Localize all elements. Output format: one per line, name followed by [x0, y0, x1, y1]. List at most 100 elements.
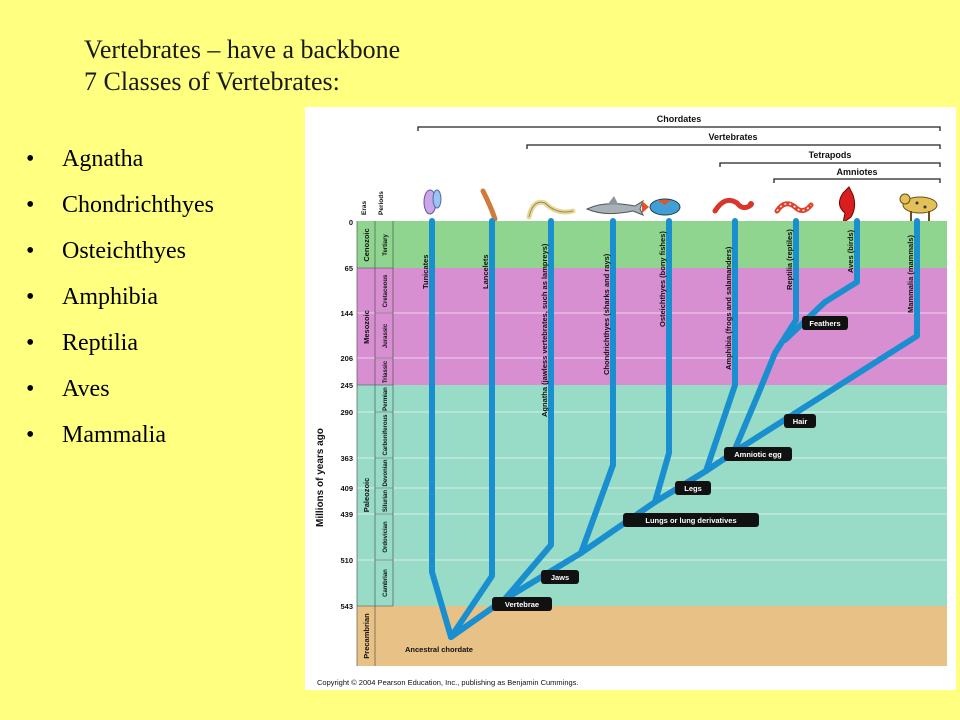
period-label: Devonian: [383, 459, 389, 486]
trait-lungs: Lungs or lung derivatives: [623, 513, 759, 527]
lancelet-icon: [480, 188, 498, 222]
age-tick: 290: [340, 408, 353, 417]
phylogeny-branches: [429, 218, 920, 640]
cardinal-icon: [839, 186, 856, 225]
taxon-label: Chondrichthyes (sharks and rays): [602, 253, 611, 375]
periods-header: Periods: [378, 191, 385, 215]
list-item: • Mammalia: [24, 412, 214, 458]
tetrapods-bracket: [719, 162, 941, 167]
branch-lancelets: [448, 218, 495, 640]
slide-title: Vertebrates – have a backbone 7 Classes …: [84, 34, 400, 98]
root-label: Ancestral chordate: [405, 645, 473, 654]
jaguar-icon: [899, 193, 938, 221]
age-tick: 409: [340, 484, 353, 493]
list-item: • Agnatha: [24, 136, 214, 182]
svg-text:Vertebrae: Vertebrae: [505, 600, 539, 609]
y-axis-label: Millions of years ago: [315, 428, 326, 527]
taxon-label: Tunicates: [421, 255, 430, 289]
trait-jaws: Jaws: [541, 570, 579, 584]
trait-legs: Legs: [675, 481, 711, 495]
branch-chondrichthyes: [578, 218, 616, 556]
eras-header: Eras: [361, 201, 368, 215]
title-line-1: Vertebrates – have a backbone: [84, 35, 401, 64]
svg-text:Feathers: Feathers: [809, 319, 840, 328]
chordates-label: Chordates: [657, 114, 702, 124]
age-tick: 0: [349, 218, 353, 227]
trait-feathers: Feathers: [802, 316, 848, 330]
tunicate-icon: [423, 189, 442, 215]
amniote-stem: [732, 350, 778, 452]
lamprey-icon: [526, 199, 576, 220]
vertebrates-label: Vertebrates: [708, 132, 757, 142]
branch-agnatha: [502, 218, 554, 602]
branch-mammalia: [742, 218, 920, 448]
bullet-icon: •: [26, 146, 35, 172]
age-tick: 439: [340, 510, 353, 519]
age-tick: 510: [340, 556, 353, 565]
age-tick: 65: [345, 264, 353, 273]
period-label: Jurassic: [383, 323, 389, 348]
taxon-label: Lancelets: [481, 254, 490, 289]
bullet-icon: •: [26, 284, 35, 310]
age-tick: 543: [340, 602, 353, 611]
class-list: • Agnatha • Chondrichthyes • Osteichthyes •…: [24, 136, 214, 458]
list-item: • Aves: [24, 366, 214, 412]
list-item: • Chondrichthyes: [24, 182, 214, 228]
branch-tunicates: [429, 218, 454, 640]
branch-amphibia: [703, 218, 738, 474]
taxon-label: Reptilia (reptiles): [785, 229, 794, 290]
period-label: Carboniferous: [383, 414, 389, 456]
animal-icons: [423, 186, 938, 225]
title-line-2: 7 Classes of Vertebrates:: [84, 67, 340, 96]
period-label: Cretaceous: [383, 274, 389, 307]
bullet-icon: •: [26, 422, 35, 448]
era-label: Paleozoic: [362, 478, 371, 513]
vertebrates-bracket: [526, 144, 941, 149]
svg-text:Legs: Legs: [684, 484, 702, 493]
shark-icon: [585, 196, 645, 216]
era-label: Precambrian: [362, 613, 371, 659]
tetrapods-label: Tetrapods: [809, 150, 852, 160]
svg-text:Amniotic egg: Amniotic egg: [734, 450, 782, 459]
period-label: Tertiary: [383, 234, 389, 256]
taxon-label: Aves (birds): [846, 229, 855, 273]
age-tick: 363: [340, 454, 353, 463]
phylogeny-figure: Chordates Vertebrates Tetrapods Amniotes…: [305, 107, 956, 690]
amniotes-label: Amniotes: [836, 167, 877, 177]
period-label: Ordovician: [383, 521, 389, 553]
snake-icon: [774, 201, 814, 214]
list-item: • Amphibia: [24, 274, 214, 320]
branch-osteichthyes: [652, 218, 672, 505]
trait-hair: Hair: [784, 414, 816, 428]
age-tick: 144: [340, 309, 353, 318]
era-label: Cenozoic: [362, 228, 371, 261]
copyright-text: Copyright © 2004 Pearson Education, Inc.…: [317, 678, 579, 687]
taxon-label: Amphibia (frogs and salamanders): [724, 246, 733, 370]
taxon-label: Mammalia (mammals): [906, 235, 915, 313]
chordates-bracket: [417, 126, 941, 131]
era-label: Mesozoic: [362, 310, 371, 344]
list-item: • Reptilia: [24, 320, 214, 366]
svg-text:Hair: Hair: [793, 417, 808, 426]
bullet-icon: •: [26, 238, 35, 264]
phylogeny-diagram: Chordates Vertebrates Tetrapods Amniotes…: [315, 114, 947, 687]
taxon-label: Agnatha (jawless vertebrates, such as la…: [540, 243, 549, 417]
trait-amniotic-egg: Amniotic egg: [724, 447, 792, 461]
svg-text:Lungs or lung derivatives: Lungs or lung derivatives: [645, 516, 736, 525]
list-item: • Osteichthyes: [24, 228, 214, 274]
period-label: Silurian: [383, 490, 389, 512]
trait-vertebrae: Vertebrae: [492, 597, 552, 611]
age-tick: 206: [340, 354, 353, 363]
bullet-icon: •: [26, 330, 35, 356]
taxon-label: Osteichthyes (bony fishes): [658, 231, 667, 327]
amniotes-bracket: [773, 178, 941, 183]
period-label: Permian: [383, 387, 389, 411]
period-label: Triassic: [383, 360, 389, 383]
time-bands: [357, 221, 947, 666]
svg-text:Jaws: Jaws: [551, 573, 569, 582]
branch-reptilia: [772, 218, 799, 356]
age-tick: 245: [340, 381, 353, 390]
bony-fish-icon: [642, 198, 681, 216]
period-label: Cambrian: [383, 569, 389, 597]
bullet-icon: •: [26, 192, 35, 218]
